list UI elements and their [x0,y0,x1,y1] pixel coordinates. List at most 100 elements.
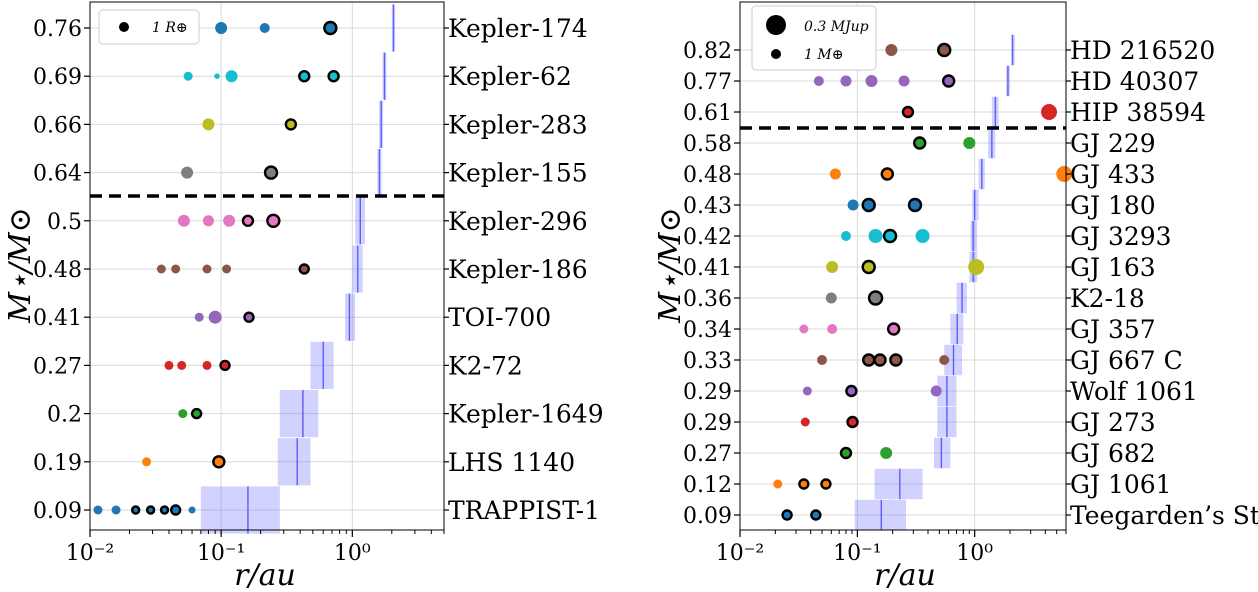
system-name-label: GJ 180 [1070,191,1156,220]
planet-marker [178,409,188,419]
x-tick-label: 10⁰ [334,541,371,566]
legend-label-jupiter: 0.3 MJup [804,19,869,35]
planet-marker [183,71,193,81]
system-name-label: Kepler-62 [448,62,572,91]
system-name-label: HIP 38594 [1070,98,1206,127]
planet-marker [840,231,851,241]
system-name-label: Kepler-1649 [448,400,604,429]
system-name-label: GJ 229 [1070,129,1156,158]
habitable-zone-band [310,341,334,390]
planet-marker [825,292,837,304]
y-tick-label-mass: 0.09 [33,499,82,524]
planet-marker [111,505,121,515]
y-tick-label-mass: 0.43 [683,194,732,219]
y-tick-label-mass: 0.36 [683,287,732,312]
y-tick-label-mass: 0.82 [683,39,732,64]
system-name-label: Kepler-186 [448,255,588,284]
y-axis-label: M⋆/M⊙ [653,207,688,323]
planet-marker [847,199,859,211]
x-tick-label: 10⁰ [956,541,993,566]
planet-marker [886,322,901,336]
y-tick-label-mass: 0.66 [33,113,82,138]
y-tick-label-mass: 0.27 [683,442,732,467]
system-name-label: HD 216520 [1070,36,1215,65]
planet-marker [963,137,976,149]
system-name-label: LHS 1140 [448,448,575,477]
y-tick-label-mass: 0.41 [683,256,732,281]
planet-marker [164,360,174,370]
planet-marker [214,73,220,79]
system-name-label: GJ 163 [1070,253,1156,282]
system-name-label: Kepler-155 [448,159,588,188]
habitable-zone-band [200,486,280,534]
planet-marker [259,23,270,33]
planet-marker [215,22,228,34]
system-name-label: TRAPPIST-1 [448,496,600,525]
planet-marker [243,311,255,323]
y-tick-label-mass: 0.29 [683,411,732,436]
planet-marker [913,136,927,150]
planet-marker [202,215,214,227]
planet-marker [225,70,238,83]
planet-marker [202,360,212,370]
planet-marker [223,214,236,227]
y-tick-label-mass: 0.33 [683,349,732,374]
planet-marker [845,384,858,398]
planet-marker [889,353,903,367]
y-tick-label-mass: 0.42 [683,225,732,250]
plot-frame [739,1,1067,531]
planet-marker [181,166,194,179]
planet-marker [298,69,311,83]
planet-marker [798,478,810,490]
y-tick-label-mass: 0.64 [33,162,82,187]
plot-frame [89,1,445,531]
planet-marker [266,213,281,229]
planet-marker [1041,104,1058,120]
planet-marker [222,264,232,274]
y-tick-label-mass: 0.29 [683,380,732,405]
planet-marker [915,229,930,243]
habitable-zone-band [277,438,311,486]
system-name-label: GJ 1061 [1070,470,1172,499]
planet-marker [202,264,212,274]
x-tick-label: 10⁻² [716,541,764,566]
habitable-zone-band [854,499,907,531]
planet-marker [169,504,182,516]
system-name-label: GJ 357 [1070,315,1156,344]
planet-marker [773,479,783,489]
y-tick-label-mass: 0.19 [33,451,82,476]
system-name-label: TOI-700 [448,303,551,332]
planet-marker [817,355,828,365]
planet-marker [941,74,956,88]
planet-marker [840,75,852,87]
planet-marker [208,310,222,324]
planet-marker [930,385,942,397]
planet-marker [781,509,793,521]
system-name-label: Teegarden’s Star [1070,501,1258,530]
y-tick-label-mass: 0.5 [47,210,82,235]
x-axis-label: r/au [874,558,936,592]
legend-label: 1 R⊕ [152,20,188,36]
planet-marker [882,228,898,244]
x-tick-label: 10⁻¹ [833,541,881,566]
planet-marker [190,407,203,420]
legend-marker-large [766,15,786,35]
planet-marker [846,415,859,429]
planet-marker [826,261,839,273]
system-name-label: Kepler-283 [448,110,588,139]
planet-marker [159,505,170,515]
y-tick-label-mass: 0.41 [33,306,82,331]
y-tick-label-mass: 0.61 [683,101,732,126]
right-panel: 10⁻² 10⁻¹ 10⁰ 0.82 HD 216520 0.77 HD 40307 0.61… [653,1,1258,592]
planet-marker [177,360,187,370]
y-tick-label-mass: 0.34 [683,318,732,343]
planet-marker [839,446,853,460]
planet-marker [865,75,878,87]
habitable-zone-band [874,468,923,500]
x-tick-label: 10⁻² [66,541,114,566]
planet-marker [880,167,894,181]
y-tick-label-mass: 0.77 [683,70,732,95]
y-tick-label-mass: 0.48 [683,163,732,188]
system-name-label: GJ 3293 [1070,222,1172,251]
